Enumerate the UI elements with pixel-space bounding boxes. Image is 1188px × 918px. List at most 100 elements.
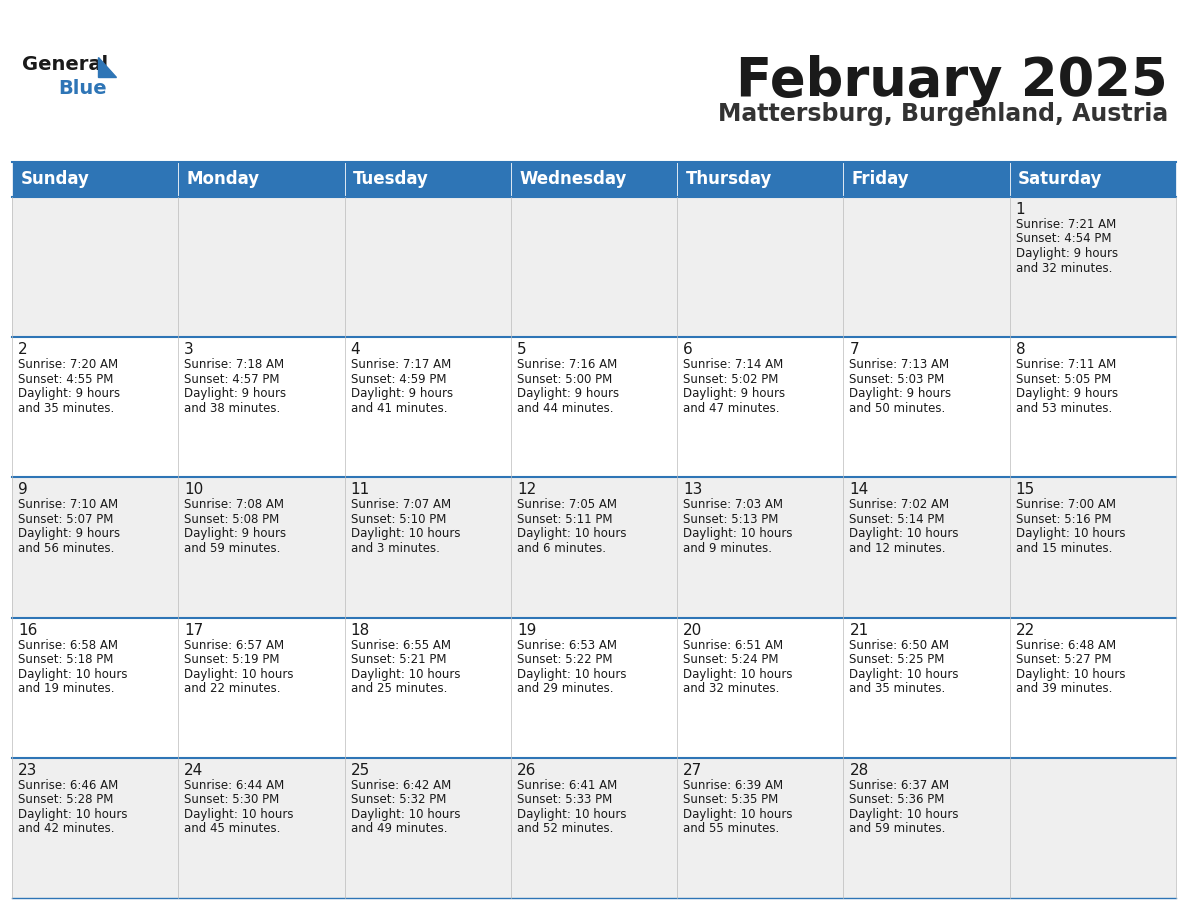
Bar: [843, 477, 1010, 618]
Text: Sunday: Sunday: [20, 171, 89, 188]
Text: and 15 minutes.: and 15 minutes.: [1016, 542, 1112, 554]
Text: and 59 minutes.: and 59 minutes.: [184, 542, 280, 554]
Bar: [843, 337, 1010, 477]
Text: Sunset: 5:19 PM: Sunset: 5:19 PM: [184, 653, 280, 666]
Text: Sunset: 5:14 PM: Sunset: 5:14 PM: [849, 513, 944, 526]
Bar: [677, 162, 843, 197]
Text: Sunrise: 6:39 AM: Sunrise: 6:39 AM: [683, 778, 783, 792]
Bar: [511, 757, 677, 898]
Text: Sunset: 5:18 PM: Sunset: 5:18 PM: [18, 653, 113, 666]
Text: Daylight: 10 hours: Daylight: 10 hours: [849, 528, 959, 541]
Text: Daylight: 10 hours: Daylight: 10 hours: [350, 808, 460, 821]
Bar: [345, 197, 511, 337]
Text: 17: 17: [184, 622, 203, 638]
Text: Daylight: 9 hours: Daylight: 9 hours: [18, 387, 120, 400]
Bar: [843, 757, 1010, 898]
Text: Sunrise: 6:44 AM: Sunrise: 6:44 AM: [184, 778, 285, 792]
Text: 22: 22: [1016, 622, 1035, 638]
Text: 19: 19: [517, 622, 536, 638]
Text: Sunset: 5:00 PM: Sunset: 5:00 PM: [517, 373, 612, 386]
Text: and 3 minutes.: and 3 minutes.: [350, 542, 440, 554]
Text: 4: 4: [350, 342, 360, 357]
Text: General: General: [21, 55, 108, 74]
Text: and 29 minutes.: and 29 minutes.: [517, 682, 613, 695]
Text: Daylight: 10 hours: Daylight: 10 hours: [1016, 667, 1125, 680]
Text: Daylight: 10 hours: Daylight: 10 hours: [849, 808, 959, 821]
Text: and 59 minutes.: and 59 minutes.: [849, 823, 946, 835]
Text: and 47 minutes.: and 47 minutes.: [683, 402, 779, 415]
Text: Daylight: 10 hours: Daylight: 10 hours: [184, 808, 293, 821]
Text: Daylight: 10 hours: Daylight: 10 hours: [18, 667, 127, 680]
Text: Sunrise: 7:16 AM: Sunrise: 7:16 AM: [517, 358, 617, 371]
Text: Sunset: 5:35 PM: Sunset: 5:35 PM: [683, 793, 778, 806]
Text: Sunset: 5:30 PM: Sunset: 5:30 PM: [184, 793, 279, 806]
Bar: [677, 337, 843, 477]
Text: Daylight: 9 hours: Daylight: 9 hours: [184, 387, 286, 400]
Text: 11: 11: [350, 482, 369, 498]
Text: Sunrise: 7:11 AM: Sunrise: 7:11 AM: [1016, 358, 1116, 371]
Text: Sunset: 5:21 PM: Sunset: 5:21 PM: [350, 653, 446, 666]
Text: Daylight: 10 hours: Daylight: 10 hours: [350, 667, 460, 680]
Text: Sunset: 5:11 PM: Sunset: 5:11 PM: [517, 513, 612, 526]
Text: Sunrise: 6:42 AM: Sunrise: 6:42 AM: [350, 778, 450, 792]
Bar: [511, 162, 677, 197]
Text: and 55 minutes.: and 55 minutes.: [683, 823, 779, 835]
Text: Sunset: 5:10 PM: Sunset: 5:10 PM: [350, 513, 446, 526]
Text: and 52 minutes.: and 52 minutes.: [517, 823, 613, 835]
Text: Daylight: 10 hours: Daylight: 10 hours: [184, 667, 293, 680]
Text: Sunset: 5:28 PM: Sunset: 5:28 PM: [18, 793, 113, 806]
Text: Sunrise: 7:13 AM: Sunrise: 7:13 AM: [849, 358, 949, 371]
Text: and 39 minutes.: and 39 minutes.: [1016, 682, 1112, 695]
Bar: [511, 337, 677, 477]
Text: Sunrise: 6:57 AM: Sunrise: 6:57 AM: [184, 639, 284, 652]
Text: Sunset: 4:54 PM: Sunset: 4:54 PM: [1016, 232, 1111, 245]
Bar: [843, 618, 1010, 757]
Text: February 2025: February 2025: [737, 55, 1168, 107]
Bar: [1010, 162, 1176, 197]
Bar: [178, 477, 345, 618]
Bar: [511, 618, 677, 757]
Text: 27: 27: [683, 763, 702, 778]
Text: and 25 minutes.: and 25 minutes.: [350, 682, 447, 695]
Text: Sunset: 5:25 PM: Sunset: 5:25 PM: [849, 653, 944, 666]
Bar: [12, 477, 178, 618]
Text: 10: 10: [184, 482, 203, 498]
Text: Daylight: 10 hours: Daylight: 10 hours: [849, 667, 959, 680]
Text: and 32 minutes.: and 32 minutes.: [683, 682, 779, 695]
Text: Sunset: 5:03 PM: Sunset: 5:03 PM: [849, 373, 944, 386]
Text: Sunrise: 7:21 AM: Sunrise: 7:21 AM: [1016, 218, 1116, 231]
Text: 12: 12: [517, 482, 536, 498]
Text: 16: 16: [18, 622, 37, 638]
Text: 14: 14: [849, 482, 868, 498]
Text: Sunrise: 7:02 AM: Sunrise: 7:02 AM: [849, 498, 949, 511]
Text: Thursday: Thursday: [685, 171, 772, 188]
Text: Sunrise: 7:10 AM: Sunrise: 7:10 AM: [18, 498, 118, 511]
Bar: [843, 197, 1010, 337]
Text: Sunrise: 7:08 AM: Sunrise: 7:08 AM: [184, 498, 284, 511]
Bar: [511, 477, 677, 618]
Text: Mattersburg, Burgenland, Austria: Mattersburg, Burgenland, Austria: [718, 102, 1168, 126]
Text: Sunset: 5:27 PM: Sunset: 5:27 PM: [1016, 653, 1111, 666]
Text: 6: 6: [683, 342, 693, 357]
Text: 5: 5: [517, 342, 526, 357]
Text: Sunset: 5:02 PM: Sunset: 5:02 PM: [683, 373, 778, 386]
Text: Sunrise: 7:03 AM: Sunrise: 7:03 AM: [683, 498, 783, 511]
Text: Daylight: 9 hours: Daylight: 9 hours: [517, 387, 619, 400]
Text: and 53 minutes.: and 53 minutes.: [1016, 402, 1112, 415]
Bar: [1010, 337, 1176, 477]
Text: Sunrise: 6:46 AM: Sunrise: 6:46 AM: [18, 778, 119, 792]
Bar: [1010, 197, 1176, 337]
Bar: [677, 477, 843, 618]
Text: Daylight: 9 hours: Daylight: 9 hours: [849, 387, 952, 400]
Text: Sunrise: 6:53 AM: Sunrise: 6:53 AM: [517, 639, 617, 652]
Bar: [345, 337, 511, 477]
Text: Daylight: 9 hours: Daylight: 9 hours: [683, 387, 785, 400]
Text: Daylight: 10 hours: Daylight: 10 hours: [1016, 528, 1125, 541]
Text: and 44 minutes.: and 44 minutes.: [517, 402, 613, 415]
Text: Blue: Blue: [58, 79, 107, 98]
Text: Sunset: 5:24 PM: Sunset: 5:24 PM: [683, 653, 778, 666]
Text: 28: 28: [849, 763, 868, 778]
Text: and 50 minutes.: and 50 minutes.: [849, 402, 946, 415]
Text: Sunset: 5:33 PM: Sunset: 5:33 PM: [517, 793, 612, 806]
Text: Sunrise: 6:50 AM: Sunrise: 6:50 AM: [849, 639, 949, 652]
